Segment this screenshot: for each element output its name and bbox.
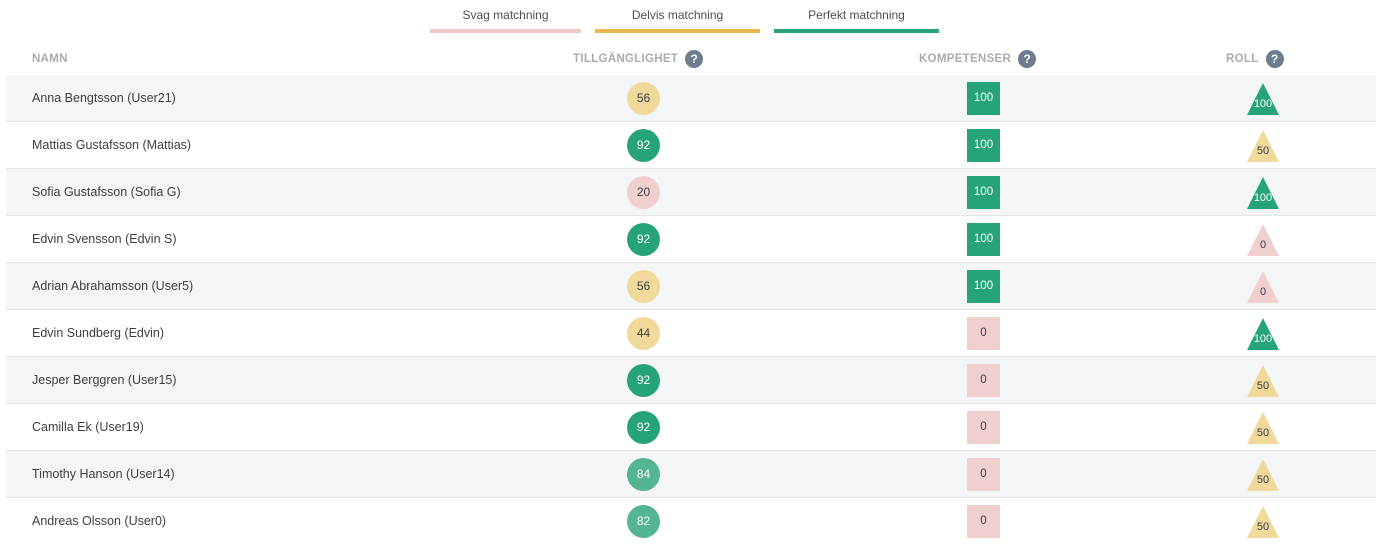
table-row[interactable]: Adrian Abrahamsson (User5) 56 100 0 xyxy=(6,263,1376,310)
role-score-value: 50 xyxy=(1256,521,1270,533)
skills-score-badge: 0 xyxy=(967,317,1000,350)
column-header-availability-label: TILLGÄNGLIGHET xyxy=(573,53,679,65)
role-score-value: 50 xyxy=(1256,380,1270,392)
availability-score-badge: 44 xyxy=(627,317,660,350)
column-header-role[interactable]: ROLL ? xyxy=(1226,48,1284,70)
role-score-badge: 50 xyxy=(1245,457,1281,493)
skills-score-badge: 0 xyxy=(967,458,1000,491)
skills-score-badge: 100 xyxy=(967,176,1000,209)
skills-score-badge: 0 xyxy=(967,364,1000,397)
role-score-value: 50 xyxy=(1256,474,1270,486)
column-header-availability[interactable]: TILLGÄNGLIGHET ? xyxy=(573,48,704,70)
triangle-icon xyxy=(1247,365,1279,397)
table-row[interactable]: Edvin Svensson (Edvin S) 92 100 0 xyxy=(6,216,1376,263)
column-header-name[interactable]: NAMN xyxy=(32,48,68,70)
candidate-name: Camilla Ek (User19) xyxy=(32,420,144,434)
triangle-icon xyxy=(1247,459,1279,491)
table-row[interactable]: Jesper Berggren (User15) 92 0 50 xyxy=(6,357,1376,404)
availability-score-badge: 92 xyxy=(627,129,660,162)
skills-score-badge: 100 xyxy=(967,129,1000,162)
role-score-badge: 50 xyxy=(1245,410,1281,446)
triangle-icon xyxy=(1247,83,1279,115)
role-score-badge: 100 xyxy=(1245,175,1281,211)
skills-score-badge: 0 xyxy=(967,411,1000,444)
table-row[interactable]: Andreas Olsson (User0) 82 0 50 xyxy=(6,498,1376,544)
role-score-value: 0 xyxy=(1259,286,1267,298)
column-header-name-label: NAMN xyxy=(32,53,68,65)
table-row[interactable]: Timothy Hanson (User14) 84 0 50 xyxy=(6,451,1376,498)
column-header-skills-label: KOMPETENSER xyxy=(919,53,1012,65)
triangle-icon xyxy=(1247,271,1279,303)
availability-score-badge: 56 xyxy=(627,82,660,115)
candidate-name: Sofia Gustafsson (Sofia G) xyxy=(32,185,181,199)
candidate-name: Andreas Olsson (User0) xyxy=(32,514,167,528)
role-score-value: 0 xyxy=(1259,239,1267,251)
triangle-icon xyxy=(1247,506,1279,538)
triangle-icon xyxy=(1247,177,1279,209)
availability-score-badge: 92 xyxy=(627,223,660,256)
role-score-value: 100 xyxy=(1253,98,1273,110)
candidate-name: Jesper Berggren (User15) xyxy=(32,373,177,387)
role-score-badge: 50 xyxy=(1245,363,1281,399)
availability-score-badge: 92 xyxy=(627,364,660,397)
role-score-badge: 100 xyxy=(1245,81,1281,117)
role-score-badge: 0 xyxy=(1245,222,1281,258)
table-row[interactable]: Sofia Gustafsson (Sofia G) 20 100 100 xyxy=(6,169,1376,216)
skills-score-badge: 100 xyxy=(967,82,1000,115)
role-score-value: 50 xyxy=(1256,145,1270,157)
skills-score-badge: 0 xyxy=(967,505,1000,538)
candidate-name: Anna Bengtsson (User21) xyxy=(32,91,176,105)
availability-score-badge: 82 xyxy=(627,505,660,538)
legend-perfect-match: Perfekt matchning xyxy=(774,8,939,33)
table-row[interactable]: Edvin Sundberg (Edvin) 44 0 100 xyxy=(6,310,1376,357)
legend-partial-match: Delvis matchning xyxy=(595,8,760,33)
candidate-name: Adrian Abrahamsson (User5) xyxy=(32,279,194,293)
column-header-skills[interactable]: KOMPETENSER ? xyxy=(919,48,1037,70)
role-score-badge: 0 xyxy=(1245,269,1281,305)
availability-score-badge: 84 xyxy=(627,458,660,491)
triangle-icon xyxy=(1247,224,1279,256)
legend-weak-match: Svag matchning xyxy=(430,8,581,33)
table-header: NAMN TILLGÄNGLIGHET ? KOMPETENSER ? ROLL… xyxy=(6,48,1376,72)
role-score-badge: 50 xyxy=(1245,504,1281,540)
triangle-icon xyxy=(1247,318,1279,350)
table-row[interactable]: Camilla Ek (User19) 92 0 50 xyxy=(6,404,1376,451)
availability-score-badge: 56 xyxy=(627,270,660,303)
column-header-role-label: ROLL xyxy=(1226,53,1259,65)
availability-help-icon[interactable]: ? xyxy=(685,50,704,68)
triangle-icon xyxy=(1247,130,1279,162)
candidate-name: Mattias Gustafsson (Mattias) xyxy=(32,138,192,152)
skills-score-badge: 100 xyxy=(967,270,1000,303)
role-score-badge: 50 xyxy=(1245,128,1281,164)
table-row[interactable]: Anna Bengtsson (User21) 56 100 100 xyxy=(6,75,1376,122)
availability-score-badge: 92 xyxy=(627,411,660,444)
candidate-name: Edvin Sundberg (Edvin) xyxy=(32,326,165,340)
skills-help-icon[interactable]: ? xyxy=(1018,50,1037,68)
role-score-value: 100 xyxy=(1253,333,1273,345)
role-score-badge: 100 xyxy=(1245,316,1281,352)
match-legend: Svag matchning Delvis matchning Perfekt … xyxy=(430,8,939,33)
availability-score-badge: 20 xyxy=(627,176,660,209)
triangle-icon xyxy=(1247,412,1279,444)
match-table: Anna Bengtsson (User21) 56 100 100 Mattias G… xyxy=(6,75,1376,544)
role-help-icon[interactable]: ? xyxy=(1265,50,1284,68)
role-score-value: 50 xyxy=(1256,427,1270,439)
skills-score-badge: 100 xyxy=(967,223,1000,256)
table-row[interactable]: Mattias Gustafsson (Mattias) 92 100 50 xyxy=(6,122,1376,169)
role-score-value: 100 xyxy=(1253,192,1273,204)
candidate-name: Timothy Hanson (User14) xyxy=(32,467,175,481)
candidate-name: Edvin Svensson (Edvin S) xyxy=(32,232,177,246)
